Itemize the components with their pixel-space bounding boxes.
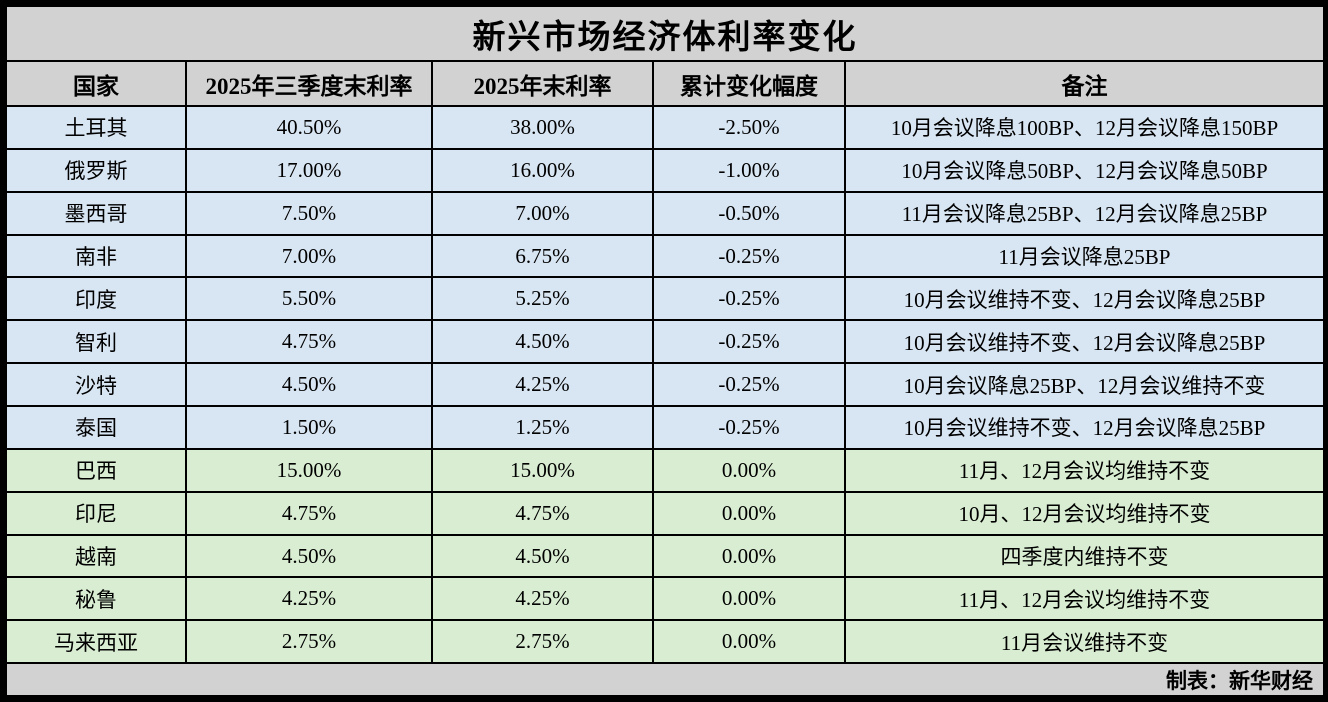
cell-q3-rate: 4.75%	[185, 490, 433, 536]
cell-year-end-rate: 1.25%	[431, 405, 654, 450]
cell-country: 印度	[5, 276, 187, 322]
rates-table: 新兴市场经济体利率变化 国家 2025年三季度末利率 2025年末利率 累计变化…	[5, 4, 1325, 697]
cell-q3-rate: 7.00%	[185, 233, 433, 279]
cell-country: 越南	[5, 533, 187, 579]
cell-country: 墨西哥	[5, 190, 187, 236]
cell-q3-rate: 40.50%	[185, 105, 433, 150]
cell-country: 马来西亚	[5, 619, 187, 665]
cell-change: 0.00%	[652, 576, 846, 622]
cell-year-end-rate: 16.00%	[431, 147, 654, 193]
title-row: 新兴市场经济体利率变化	[5, 4, 1325, 63]
cell-q3-rate: 17.00%	[185, 147, 433, 193]
cell-note: 四季度内维持不变	[844, 533, 1325, 579]
cell-year-end-rate: 38.00%	[431, 105, 654, 150]
table-row: 印度 5.50% 5.25% -0.25% 10月会议维持不变、12月会议降息2…	[5, 276, 1325, 322]
column-header-q3-rate: 2025年三季度末利率	[185, 60, 433, 108]
cell-country: 南非	[5, 233, 187, 279]
cell-year-end-rate: 4.50%	[431, 533, 654, 579]
cell-year-end-rate: 4.75%	[431, 490, 654, 536]
cell-note: 11月、12月会议均维持不变	[844, 447, 1325, 493]
cell-change: -0.50%	[652, 190, 846, 236]
cell-note: 10月会议维持不变、12月会议降息25BP	[844, 405, 1325, 450]
column-header-country: 国家	[5, 60, 187, 108]
cell-country: 泰国	[5, 405, 187, 450]
table-row: 秘鲁 4.25% 4.25% 0.00% 11月、12月会议均维持不变	[5, 576, 1325, 622]
column-header-note: 备注	[844, 60, 1325, 108]
cell-change: 0.00%	[652, 533, 846, 579]
cell-q3-rate: 4.50%	[185, 533, 433, 579]
cell-q3-rate: 4.50%	[185, 362, 433, 408]
cell-change: -1.00%	[652, 147, 846, 193]
cell-year-end-rate: 4.25%	[431, 576, 654, 622]
cell-note: 10月会议降息100BP、12月会议降息150BP	[844, 105, 1325, 150]
cell-country: 印尼	[5, 490, 187, 536]
table-row: 巴西 15.00% 15.00% 0.00% 11月、12月会议均维持不变	[5, 447, 1325, 493]
cell-country: 沙特	[5, 362, 187, 408]
cell-note: 10月会议降息50BP、12月会议降息50BP	[844, 147, 1325, 193]
table-row: 马来西亚 2.75% 2.75% 0.00% 11月会议维持不变	[5, 619, 1325, 665]
cell-q3-rate: 4.75%	[185, 319, 433, 365]
cell-change: -0.25%	[652, 319, 846, 365]
cell-note: 11月会议维持不变	[844, 619, 1325, 665]
cell-q3-rate: 15.00%	[185, 447, 433, 493]
column-header-year-end-rate: 2025年末利率	[431, 60, 654, 108]
cell-country: 土耳其	[5, 105, 187, 150]
cell-country: 秘鲁	[5, 576, 187, 622]
cell-change: 0.00%	[652, 447, 846, 493]
cell-year-end-rate: 6.75%	[431, 233, 654, 279]
cell-change: -0.25%	[652, 276, 846, 322]
cell-q3-rate: 7.50%	[185, 190, 433, 236]
cell-q3-rate: 2.75%	[185, 619, 433, 665]
table-row: 沙特 4.50% 4.25% -0.25% 10月会议降息25BP、12月会议维…	[5, 362, 1325, 408]
cell-year-end-rate: 4.25%	[431, 362, 654, 408]
cell-note: 10月会议降息25BP、12月会议维持不变	[844, 362, 1325, 408]
cell-change: -0.25%	[652, 362, 846, 408]
cell-note: 10月、12月会议均维持不变	[844, 490, 1325, 536]
table-row: 智利 4.75% 4.50% -0.25% 10月会议维持不变、12月会议降息2…	[5, 319, 1325, 365]
cell-change: -0.25%	[652, 405, 846, 450]
cell-country: 巴西	[5, 447, 187, 493]
cell-change: -2.50%	[652, 105, 846, 150]
cell-note: 10月会议维持不变、12月会议降息25BP	[844, 319, 1325, 365]
cell-q3-rate: 5.50%	[185, 276, 433, 322]
cell-country: 俄罗斯	[5, 147, 187, 193]
table-row: 印尼 4.75% 4.75% 0.00% 10月、12月会议均维持不变	[5, 490, 1325, 536]
cell-country: 智利	[5, 319, 187, 365]
cell-year-end-rate: 4.50%	[431, 319, 654, 365]
cell-note: 11月会议降息25BP、12月会议降息25BP	[844, 190, 1325, 236]
cell-note: 10月会议维持不变、12月会议降息25BP	[844, 276, 1325, 322]
column-header-change: 累计变化幅度	[652, 60, 846, 108]
cell-note: 11月、12月会议均维持不变	[844, 576, 1325, 622]
table-footer-credit: 制表：新华财经	[5, 662, 1325, 697]
header-row: 国家 2025年三季度末利率 2025年末利率 累计变化幅度 备注	[5, 60, 1325, 108]
table-row: 越南 4.50% 4.50% 0.00% 四季度内维持不变	[5, 533, 1325, 579]
cell-year-end-rate: 2.75%	[431, 619, 654, 665]
table-row: 土耳其 40.50% 38.00% -2.50% 10月会议降息100BP、12…	[5, 105, 1325, 150]
cell-change: 0.00%	[652, 490, 846, 536]
table-row: 墨西哥 7.50% 7.00% -0.50% 11月会议降息25BP、12月会议…	[5, 190, 1325, 236]
cell-year-end-rate: 15.00%	[431, 447, 654, 493]
cell-q3-rate: 1.50%	[185, 405, 433, 450]
cell-year-end-rate: 5.25%	[431, 276, 654, 322]
table-row: 俄罗斯 17.00% 16.00% -1.00% 10月会议降息50BP、12月…	[5, 147, 1325, 193]
table-title: 新兴市场经济体利率变化	[5, 4, 1325, 63]
cell-year-end-rate: 7.00%	[431, 190, 654, 236]
cell-note: 11月会议降息25BP	[844, 233, 1325, 279]
table-row: 南非 7.00% 6.75% -0.25% 11月会议降息25BP	[5, 233, 1325, 279]
footer-row: 制表：新华财经	[5, 662, 1325, 697]
table-row: 泰国 1.50% 1.25% -0.25% 10月会议维持不变、12月会议降息2…	[5, 405, 1325, 450]
cell-change: -0.25%	[652, 233, 846, 279]
cell-change: 0.00%	[652, 619, 846, 665]
cell-q3-rate: 4.25%	[185, 576, 433, 622]
